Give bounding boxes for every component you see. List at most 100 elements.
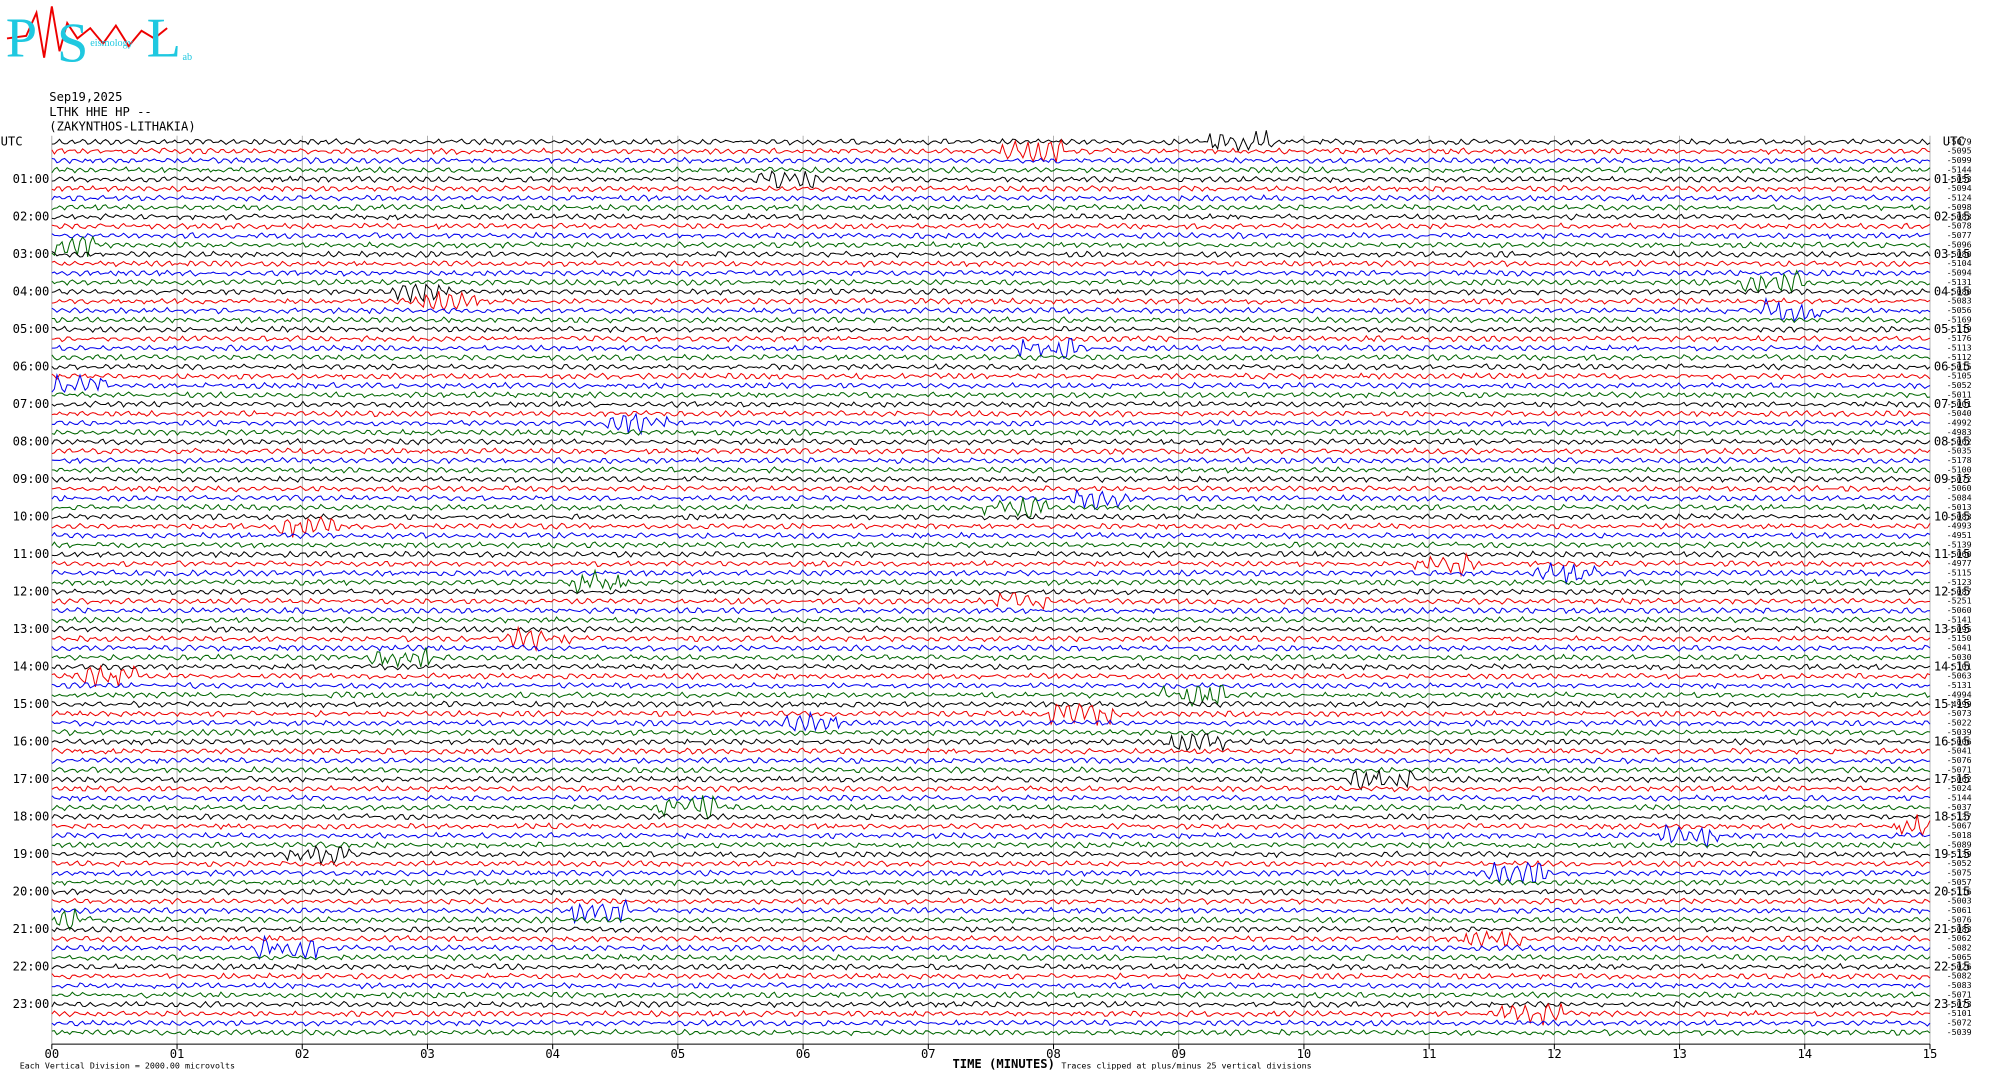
trace-offset: -5041 <box>1947 643 1972 653</box>
trace-offset: -5060 <box>1947 605 1972 615</box>
trace-offset: -5178 <box>1947 455 1972 465</box>
trace <box>51 1028 1931 1037</box>
trace-offset: -4951 <box>1947 530 1972 540</box>
minute-label: 14 <box>1797 1047 1812 1061</box>
trace <box>51 644 1931 652</box>
trace-offset: -5112 <box>1947 352 1972 362</box>
hour-label-right: 04:15 <box>1934 284 1971 298</box>
trace-offset: -5062 <box>1947 436 1972 446</box>
trace <box>51 878 1931 887</box>
trace-offset: -5150 <box>1947 633 1972 643</box>
trace <box>51 606 1930 615</box>
trace <box>51 496 1931 518</box>
trace <box>51 466 1931 474</box>
trace-offset: -5062 <box>1947 933 1972 943</box>
hour-label-left: 17:00 <box>13 772 50 786</box>
trace <box>51 170 1931 189</box>
trace-offset: -5076 <box>1947 914 1972 924</box>
trace-offset: -5003 <box>1947 896 1972 906</box>
clip-note: Traces clipped at plus/minus 25 vertical… <box>1061 1060 1311 1070</box>
trace-offset: -5073 <box>1947 708 1972 718</box>
minute-label: 10 <box>1297 1047 1312 1061</box>
trace-offset: -5024 <box>1947 783 1972 793</box>
hour-label-left: 09:00 <box>13 472 50 486</box>
trace <box>51 185 1931 193</box>
trace-offset: -5169 <box>1947 314 1972 324</box>
hour-label-right: 06:15 <box>1934 359 1971 373</box>
trace <box>51 747 1931 756</box>
hour-label-left: 20:00 <box>13 884 50 898</box>
trace-offset: -5095 <box>1947 624 1972 634</box>
trace-offset: -5006 <box>1947 736 1972 746</box>
hour-label-right: 01:15 <box>1934 172 1971 186</box>
trace <box>51 231 1931 240</box>
trace-offset: -4999 <box>1947 699 1972 709</box>
hour-label-right: 23:15 <box>1934 997 1971 1011</box>
trace-offset: -5077 <box>1947 230 1972 240</box>
hour-label-left: 02:00 <box>13 209 50 223</box>
hour-label-left: 07:00 <box>13 397 50 411</box>
minute-label: 08 <box>1046 1047 1061 1061</box>
trace-offset: -5087 <box>1947 586 1972 596</box>
trace <box>51 391 1931 399</box>
trace-offset: -5094 <box>1947 268 1972 278</box>
trace <box>51 684 1931 708</box>
trace <box>51 700 1931 709</box>
trace-offset: -5144 <box>1947 793 1972 803</box>
trace-offset: -5101 <box>1947 661 1972 671</box>
minute-label: 04 <box>545 1047 560 1061</box>
trace <box>51 296 1931 323</box>
hour-label-left: 22:00 <box>13 959 50 973</box>
trace-offset: -5001 <box>1947 399 1972 409</box>
trace <box>51 934 1931 961</box>
trace <box>51 794 1931 803</box>
trace-offset: -5141 <box>1947 614 1972 624</box>
trace <box>51 625 1930 634</box>
trace <box>51 222 1931 230</box>
trace <box>51 908 1931 931</box>
trace <box>51 861 1931 884</box>
trace <box>51 334 1931 343</box>
utc-left: UTC <box>1 135 23 149</box>
trace-offset: -5124 <box>1947 193 1972 203</box>
trace <box>51 1019 1931 1027</box>
trace <box>51 1002 1931 1026</box>
date: Sep19,2025 <box>49 90 122 104</box>
trace-offset: -5075 <box>1947 868 1972 878</box>
trace-offset: -5089 <box>1947 839 1972 849</box>
trace <box>51 814 1931 838</box>
trace-offset: -4992 <box>1947 418 1972 428</box>
trace <box>51 813 1931 821</box>
trace <box>51 756 1931 765</box>
trace-offset: -5015 <box>1947 361 1972 371</box>
trace-offset: -5096 <box>1947 239 1972 249</box>
trace <box>51 702 1931 726</box>
trace-offset: -5018 <box>1947 830 1972 840</box>
trace-offset: -5094 <box>1947 183 1972 193</box>
trace-offset: -5083 <box>1947 924 1972 934</box>
trace <box>51 859 1931 868</box>
trace-offset: -5052 <box>1947 380 1972 390</box>
trace-offset: -5080 <box>1947 286 1972 296</box>
trace <box>51 591 1931 611</box>
trace-offset: -5035 <box>1947 446 1972 456</box>
trace-offset: -5079 <box>1947 136 1972 146</box>
trace <box>51 531 1931 540</box>
hour-label-left: 16:00 <box>13 734 50 748</box>
minute-label: 02 <box>295 1047 310 1061</box>
hour-label-left: 23:00 <box>13 997 50 1011</box>
trace <box>51 456 1931 465</box>
hour-label-left: 13:00 <box>13 622 50 636</box>
trace <box>51 664 1931 688</box>
trace-offset: -5119 <box>1947 324 1972 334</box>
trace <box>51 710 1931 732</box>
trace <box>51 588 1931 596</box>
hour-label-right: 05:15 <box>1934 322 1971 336</box>
trace <box>51 991 1931 999</box>
trace-offset: -5030 <box>1947 652 1972 662</box>
trace <box>51 325 1931 334</box>
trace-offset: -5115 <box>1947 568 1972 578</box>
logo-p: P <box>6 7 37 69</box>
minute-label: 03 <box>420 1047 435 1061</box>
